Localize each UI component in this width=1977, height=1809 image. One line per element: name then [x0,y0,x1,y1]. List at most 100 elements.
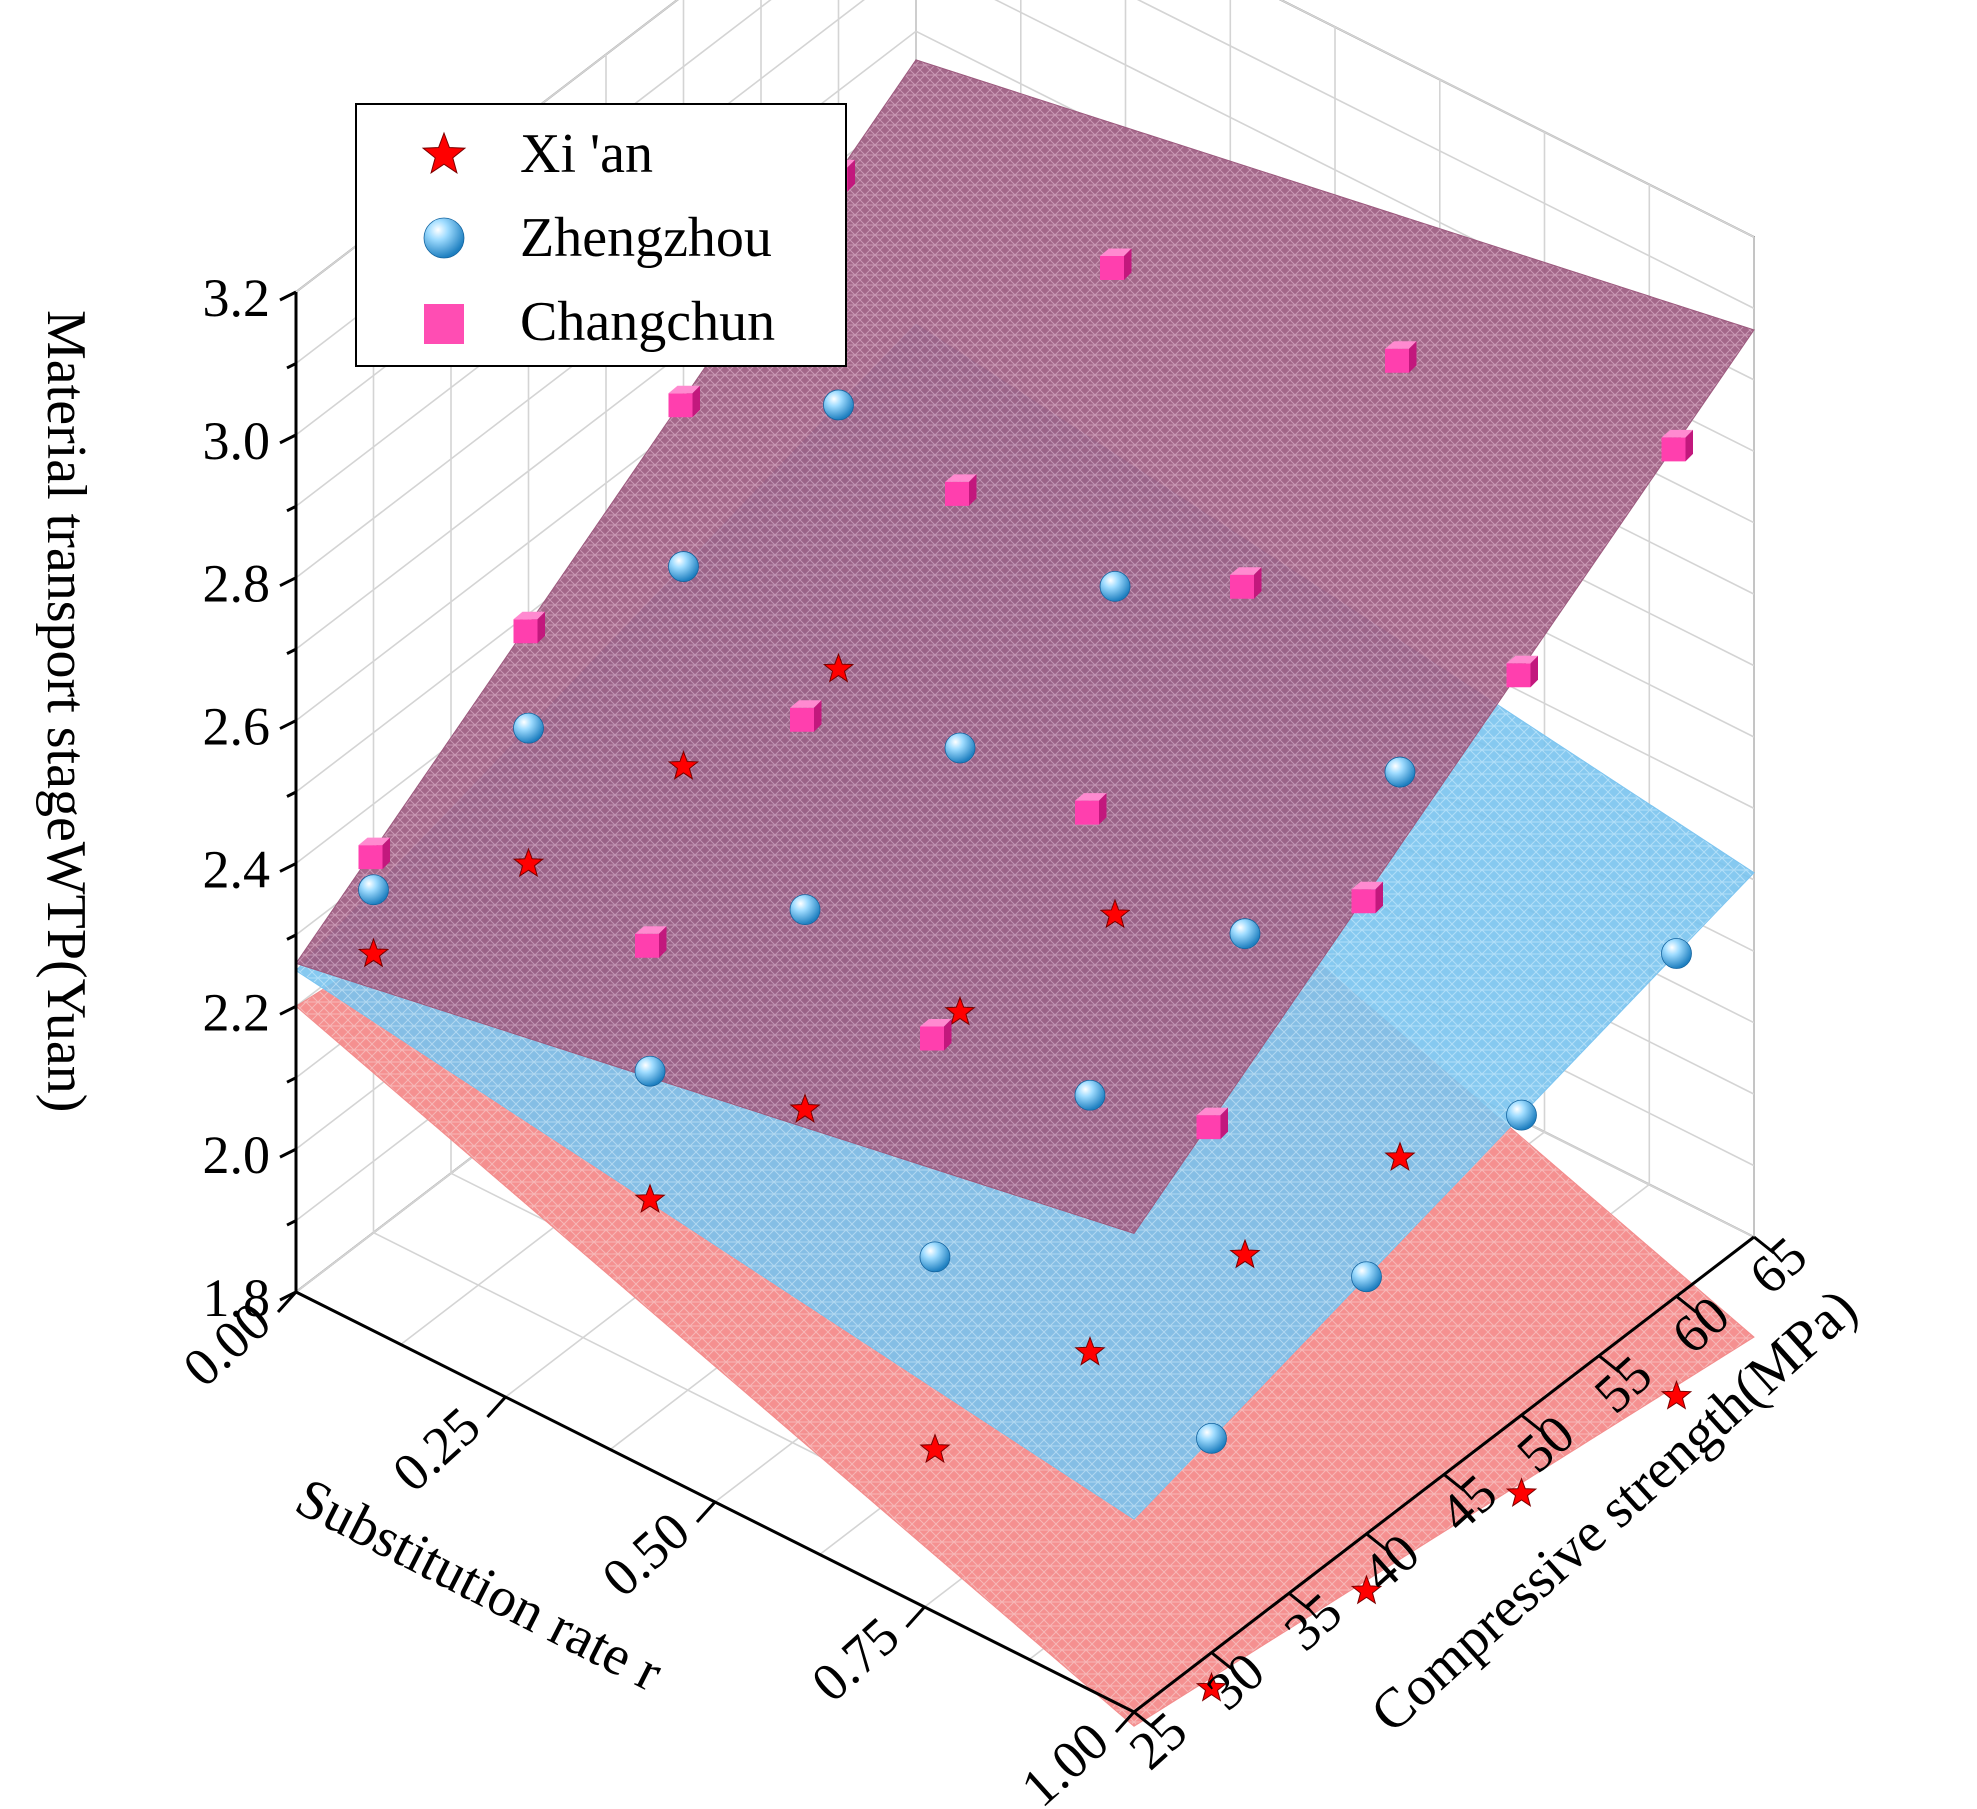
legend-marker-xian [421,131,467,174]
point-xian [1074,1335,1106,1366]
z-minor-tick [286,790,297,798]
z-axis-title: Material transport stageWTP(Yuan) [35,310,97,1112]
point-changchun [358,837,390,870]
cube-face-front [358,845,383,870]
cube-face-front [1230,574,1254,599]
legend-item-changchun: Changchun [424,291,775,353]
cube-face-side [692,385,700,418]
point-zhengzhou [668,551,699,582]
z-minor-tick [286,362,297,370]
y-tick [1675,1295,1698,1314]
axes [276,290,1775,1734]
x-tick-label: 0.75 [800,1605,910,1713]
y-tick [1520,1413,1543,1433]
point-changchun [668,385,700,418]
point-zhengzhou [634,1055,666,1087]
point-zhengzhou [1384,756,1416,788]
legend-star-icon [421,131,467,174]
cube-face-top [668,385,700,394]
z-tick-label: 2.8 [203,554,271,614]
cube-face-side [537,611,545,644]
cube-face-side [847,159,855,192]
cube-face-top [790,700,822,708]
cube-face-front [1075,800,1099,825]
point-zhengzhou [1229,918,1261,950]
z-tick [279,1147,297,1159]
cube-face-front [1100,256,1124,280]
point-changchun [1230,567,1262,599]
legend-label-xian: Xi 'an [520,123,653,185]
z-tick-label: 1.8 [203,1268,271,1328]
point-xian [944,995,976,1026]
legend: Xi 'an Zhengzhou Changchun [355,103,847,367]
z-minor-tick [286,504,297,513]
z-minor-tick [286,933,297,941]
y-tick [1753,1235,1775,1255]
cube-face-top [635,926,667,934]
cube-face-top [1506,655,1538,664]
cube-face-side [1409,341,1417,373]
y-tick [1133,1710,1155,1730]
point-zhengzhou [919,1241,951,1273]
cube-face-top [1351,881,1383,890]
cube-face-front [1506,663,1531,688]
z-minor-tick [286,647,297,655]
point-xian [1350,1574,1383,1605]
point-zhengzhou [1099,571,1131,602]
point-xian [1505,1477,1538,1507]
cube-face-side [382,837,390,870]
point-changchun [920,1019,952,1051]
legend-label-zhengzhou: Zhengzhou [520,207,772,269]
x-tick [695,1500,717,1524]
cube-face-top [920,1019,952,1027]
z-tick-label: 3.0 [203,411,271,471]
cube-face-front [945,481,969,506]
cube-face-front [1196,1115,1221,1140]
cube-face-top [945,474,977,482]
legend-marker-zhengzhou [423,217,465,259]
z-tick [279,719,297,730]
point-zhengzhou [823,389,854,421]
point-xian [1660,1379,1693,1410]
point-changchun [513,611,545,644]
point-xian [1195,1671,1228,1702]
cube-face-side [1099,793,1107,825]
x-tick [276,1290,298,1314]
cube-face-side [944,1019,952,1051]
x-tick [1114,1710,1136,1734]
point-xian [357,937,390,968]
point-changchun [1661,429,1693,462]
legend-item-zhengzhou: Zhengzhou [423,207,772,269]
y-tick [1365,1532,1388,1552]
z-tick-label: 2.6 [203,697,271,757]
cube-face-side [969,474,977,506]
x-tick-label: 0.25 [381,1395,491,1503]
cube-face-top [1100,248,1132,256]
point-zhengzhou [1196,1422,1227,1454]
point-xian [634,1183,666,1214]
z-tick [279,862,297,873]
cube-face-side [1530,655,1538,688]
point-changchun [790,700,822,732]
point-changchun [945,474,977,506]
point-zhengzhou [789,894,821,926]
cube-face-top [1230,567,1262,575]
cube-face-top [1661,429,1693,438]
legend-label-changchun: Changchun [520,291,775,353]
cube-face-front [1385,348,1409,373]
z-tick-label: 2.4 [203,839,271,899]
cube-face-side [1685,429,1693,462]
point-changchun [1100,248,1132,280]
y-tick [1288,1592,1310,1611]
point-zhengzhou [358,874,389,906]
point-xian [667,750,700,780]
legend-marker-changchun [424,304,464,344]
z-tick [279,576,297,588]
z-tick [279,1004,297,1016]
cube-face-top [513,611,545,620]
point-xian [1384,1141,1416,1172]
cube-face-top [1075,793,1107,801]
cube-face-front [635,933,659,958]
data-points [357,159,1693,1702]
